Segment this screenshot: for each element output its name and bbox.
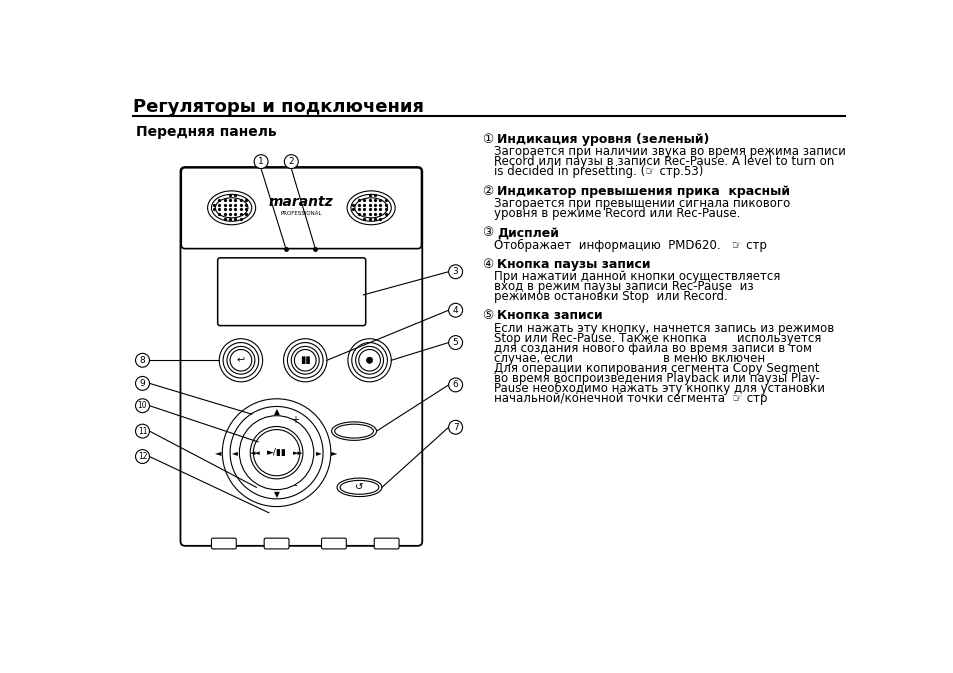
Circle shape [294, 349, 315, 371]
Text: PROFESSIONAL: PROFESSIONAL [280, 211, 322, 216]
Text: is decided in presetting. (☞ стр.53): is decided in presetting. (☞ стр.53) [494, 166, 703, 178]
Text: Дисплей: Дисплей [497, 226, 558, 240]
Text: во время воспроизведения Playback или паузы Play-: во время воспроизведения Playback или па… [494, 371, 820, 385]
Text: ►: ► [315, 448, 321, 457]
Circle shape [135, 424, 150, 438]
Circle shape [448, 421, 462, 434]
Text: -: - [294, 480, 296, 490]
Text: 1: 1 [258, 157, 264, 166]
Text: Кнопка паузы записи: Кнопка паузы записи [497, 258, 650, 271]
Text: ↺: ↺ [355, 483, 363, 493]
Text: 3: 3 [453, 267, 458, 276]
FancyBboxPatch shape [217, 258, 365, 326]
Text: Кнопка записи: Кнопка записи [497, 310, 602, 322]
Text: Загорается при превышении сигнала пикового: Загорается при превышении сигнала пиково… [494, 197, 790, 210]
Text: ▼: ▼ [274, 490, 279, 499]
Circle shape [448, 378, 462, 392]
Text: 2: 2 [288, 157, 294, 166]
Text: При нажатии данной кнопки осуществляется: При нажатии данной кнопки осуществляется [494, 270, 780, 283]
Text: ②: ② [481, 184, 493, 198]
Text: ◄: ◄ [215, 448, 221, 457]
Text: marantz: marantz [269, 195, 334, 209]
Text: Если нажать эту кнопку, начнется запись из режимов: Если нажать эту кнопку, начнется запись … [494, 322, 834, 334]
Text: ▲: ▲ [274, 406, 279, 416]
FancyBboxPatch shape [181, 168, 421, 248]
Text: вход в режим паузы записи Rec-Pause  из: вход в режим паузы записи Rec-Pause из [494, 280, 753, 293]
Text: 10: 10 [137, 401, 147, 411]
Text: ↩: ↩ [236, 355, 245, 365]
Circle shape [135, 353, 150, 367]
Circle shape [253, 155, 268, 168]
Text: 9: 9 [139, 379, 145, 388]
Circle shape [448, 264, 462, 279]
Text: 7: 7 [453, 423, 458, 432]
Text: ▮▮: ▮▮ [299, 355, 311, 365]
Circle shape [253, 429, 299, 476]
Text: 8: 8 [139, 356, 145, 365]
Text: ►: ► [331, 448, 337, 457]
Text: ◄◄: ◄◄ [250, 450, 260, 456]
Circle shape [366, 357, 373, 363]
Text: 5: 5 [453, 338, 458, 347]
Text: ◄: ◄ [232, 448, 237, 457]
Text: Индикация уровня (зеленый): Индикация уровня (зеленый) [497, 133, 709, 146]
Text: для создания нового файла во время записи в том: для создания нового файла во время запис… [494, 342, 812, 355]
Circle shape [230, 349, 252, 371]
FancyBboxPatch shape [374, 538, 398, 549]
Text: Регуляторы и подключения: Регуляторы и подключения [133, 98, 424, 116]
Text: ①: ① [481, 133, 493, 146]
Circle shape [135, 399, 150, 413]
Circle shape [284, 155, 298, 168]
Text: Pause необходимо нажать эту кнопку для установки: Pause необходимо нажать эту кнопку для у… [494, 382, 824, 395]
Circle shape [448, 336, 462, 349]
Text: Для операции копирования сегмента Copy Segment: Для операции копирования сегмента Copy S… [494, 362, 819, 375]
Text: +: + [291, 415, 299, 425]
Text: ④: ④ [481, 258, 493, 271]
Circle shape [135, 376, 150, 390]
Text: ►/▮▮: ►/▮▮ [266, 448, 286, 457]
Text: Record или паузы в записи Rec-Pause. A level to turn on: Record или паузы в записи Rec-Pause. A l… [494, 155, 834, 168]
Text: Загорается при наличии звука во время режима записи: Загорается при наличии звука во время ре… [494, 145, 845, 158]
Text: Stop или Rec-Pause. Также кнопка        используется: Stop или Rec-Pause. Также кнопка использ… [494, 332, 821, 345]
Circle shape [448, 304, 462, 317]
Text: ►►: ►► [293, 450, 303, 456]
Text: 11: 11 [137, 427, 147, 435]
Text: ⑤: ⑤ [481, 310, 493, 322]
FancyBboxPatch shape [180, 167, 422, 546]
Text: Индикатор превышения прика  красный: Индикатор превышения прика красный [497, 184, 790, 198]
Text: случае, если                        в меню включен: случае, если в меню включен [494, 352, 764, 365]
Circle shape [135, 450, 150, 464]
FancyBboxPatch shape [264, 538, 289, 549]
Circle shape [358, 349, 380, 371]
Text: Отображает  информацию  PMD620.   ☞ стр: Отображает информацию PMD620. ☞ стр [494, 239, 766, 252]
Text: 6: 6 [453, 380, 458, 390]
Text: 12: 12 [137, 452, 147, 461]
Text: уровня в режиме Record или Rec-Pause.: уровня в режиме Record или Rec-Pause. [494, 207, 740, 220]
FancyBboxPatch shape [212, 538, 236, 549]
FancyBboxPatch shape [321, 538, 346, 549]
Text: начальной/конечной точки сегмента  ☞ стр: начальной/конечной точки сегмента ☞ стр [494, 392, 767, 405]
Text: режимов остановки Stop  или Record.: режимов остановки Stop или Record. [494, 290, 727, 304]
Text: ③: ③ [481, 226, 493, 240]
Text: 4: 4 [453, 306, 458, 315]
Text: Передняя панель: Передняя панель [136, 125, 276, 139]
